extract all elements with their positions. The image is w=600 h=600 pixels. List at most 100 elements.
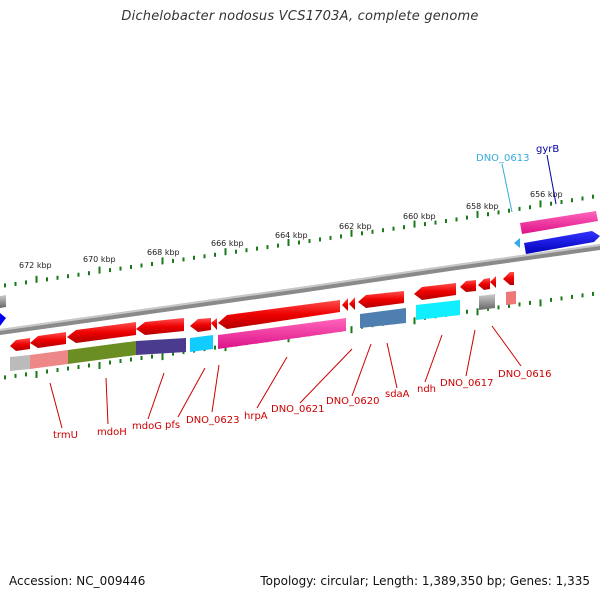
minor-tick — [256, 246, 258, 251]
gene-gyrB-arrow[interactable] — [524, 231, 600, 254]
gene-label-sdaA[interactable]: sdaA — [385, 389, 410, 400]
gene-DNO_0617-arrow[interactable] — [460, 280, 476, 292]
major-tick — [35, 371, 38, 378]
gene-mdoG-arrow[interactable] — [136, 318, 184, 335]
tick-label: 670 kbp — [83, 255, 116, 264]
minor-tick — [109, 360, 111, 365]
minor-tick — [214, 345, 216, 350]
feature-bar-olive — [68, 341, 136, 364]
minor-tick — [571, 198, 573, 203]
gene-fragment-blue — [0, 313, 6, 326]
tick-label: 656 kbp — [530, 190, 563, 199]
major-tick — [224, 248, 227, 256]
gene-label-ndh[interactable]: ndh — [417, 384, 436, 395]
gene-ndh-arrow[interactable] — [414, 283, 456, 300]
gene-DNO_0616-arrow[interactable] — [503, 272, 514, 285]
major-tick — [476, 210, 479, 218]
tick-label: 672 kbp — [19, 261, 52, 270]
major-tick — [350, 229, 353, 237]
minor-tick — [466, 215, 468, 220]
minor-tick — [203, 254, 206, 259]
major-tick — [476, 308, 479, 316]
major-tick — [539, 200, 542, 208]
minor-tick — [4, 283, 6, 288]
minor-tick — [497, 305, 500, 310]
gene-label-DNO_0620[interactable]: DNO_0620 — [326, 396, 380, 407]
feature-bar-purple — [136, 338, 186, 355]
gene-label-mdoH[interactable]: mdoH — [97, 427, 127, 438]
gene-leader-lines — [49, 325, 522, 429]
gene-DNO_0621-arrow[interactable] — [342, 298, 348, 311]
tick-dots-outer — [4, 194, 594, 288]
gene-label-DNO_0623[interactable]: DNO_0623 — [186, 415, 240, 426]
minor-tick — [508, 208, 510, 213]
gene-label-trmU[interactable]: trmU — [53, 430, 78, 441]
gene-sdaA-arrow[interactable] — [358, 291, 404, 308]
gene-arrow[interactable] — [30, 332, 66, 348]
gene-DNO_0620-arrow[interactable] — [349, 297, 355, 310]
minor-tick — [119, 359, 122, 363]
gene-mdoH-arrow[interactable] — [67, 322, 136, 343]
minor-tick — [560, 296, 563, 301]
minor-tick — [550, 201, 552, 206]
gene-label-mdoG[interactable]: mdoG — [132, 421, 162, 432]
gene-trmU-arrow[interactable] — [10, 338, 30, 351]
minor-tick — [560, 200, 563, 204]
gene-label-DNO_0613[interactable]: DNO_0613 — [476, 153, 530, 164]
major-tick — [287, 239, 290, 246]
gene-forward-pink[interactable] — [520, 211, 598, 234]
major-tick — [413, 220, 416, 228]
minor-tick — [518, 302, 521, 307]
minor-tick — [4, 375, 6, 380]
minor-tick — [529, 300, 531, 305]
map-title: Dichelobacter nodosus VCS1703A, complete… — [121, 9, 479, 24]
gene-label-pfs[interactable]: pfs — [165, 420, 180, 431]
minor-tick — [392, 226, 395, 231]
minor-tick — [403, 225, 405, 230]
gene-label-gyrB[interactable]: gyrB — [536, 144, 559, 155]
minor-tick — [67, 366, 69, 371]
gene-arrow[interactable] — [478, 278, 490, 290]
tick-label: 664 kbp — [275, 231, 308, 240]
feature-bar-gray — [10, 355, 30, 371]
minor-tick — [277, 243, 279, 248]
gene-label-DNO_0616[interactable]: DNO_0616 — [498, 369, 552, 380]
gene-label-DNO_0617[interactable]: DNO_0617 — [440, 378, 494, 389]
minor-tick — [466, 309, 468, 314]
minor-tick — [329, 235, 332, 240]
gene-fragment-gray — [0, 295, 6, 308]
gene-DNO_0623-arrow[interactable] — [190, 318, 211, 332]
minor-tick — [151, 262, 153, 266]
minor-tick — [508, 303, 510, 308]
minor-tick — [518, 206, 521, 211]
genome-backbone-highlight — [0, 244, 600, 331]
minor-tick — [182, 257, 185, 262]
gene-label-hrpA[interactable]: hrpA — [244, 411, 268, 422]
tick-label: 662 kbp — [339, 222, 372, 231]
minor-tick — [56, 368, 59, 372]
minor-tick — [88, 271, 90, 276]
gene-arrow[interactable] — [490, 276, 496, 288]
feature-bar-darkgray — [479, 294, 495, 310]
minor-tick — [319, 237, 321, 242]
major-tick — [350, 326, 353, 334]
minor-tick — [550, 297, 552, 302]
gene-DNO_0613-arrow[interactable] — [514, 238, 520, 248]
gene-pfs-arrow[interactable] — [211, 318, 217, 330]
minor-tick — [14, 281, 17, 286]
minor-tick — [571, 294, 573, 299]
feature-bar-salmon — [506, 291, 516, 305]
feature-bar-cyan — [190, 335, 213, 352]
gene-hrpA-arrow[interactable] — [218, 300, 340, 329]
minor-tick — [130, 265, 132, 269]
minor-tick — [266, 245, 269, 250]
minor-tick — [14, 373, 17, 378]
minor-tick — [77, 272, 80, 277]
accession-label: Accession: NC_009446 — [9, 574, 146, 588]
minor-tick — [371, 229, 374, 234]
gene-label-DNO_0621[interactable]: DNO_0621 — [271, 404, 325, 415]
feature-bar-cyan — [416, 300, 460, 320]
minor-tick — [340, 234, 342, 239]
minor-tick — [581, 293, 584, 298]
